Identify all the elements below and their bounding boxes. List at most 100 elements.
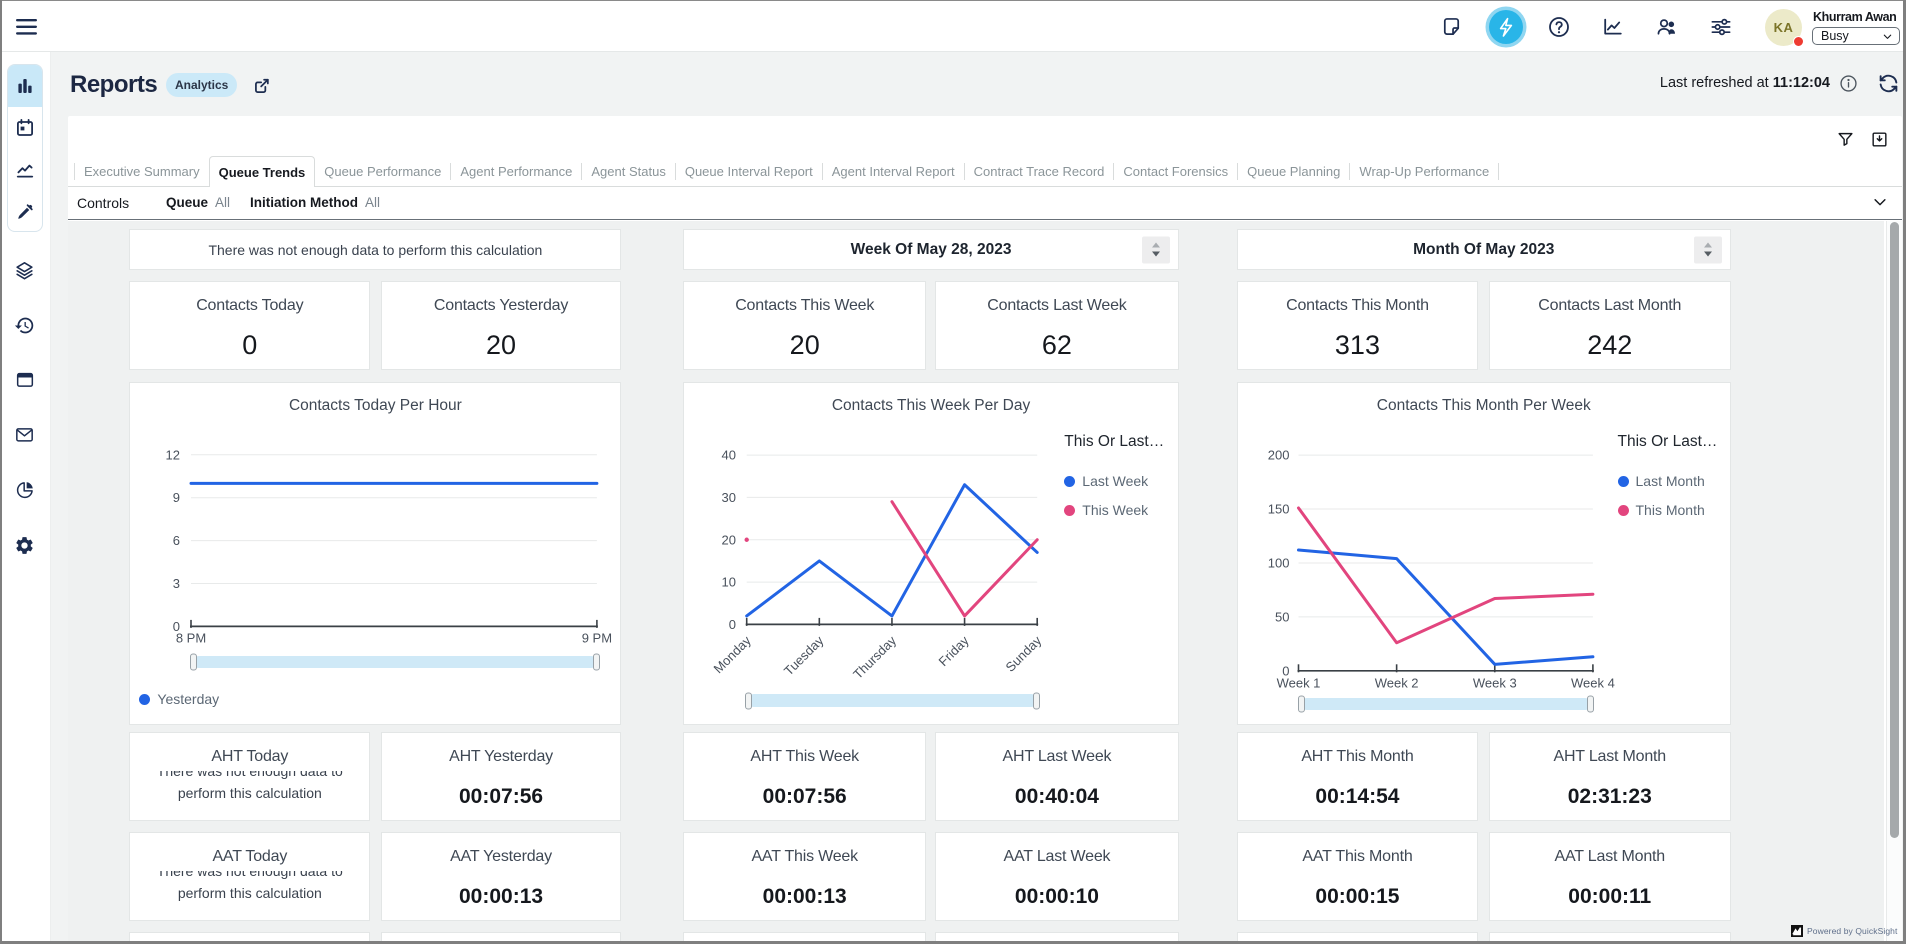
tab-label: Executive Summary <box>84 164 200 179</box>
panel-actions <box>1833 127 1892 152</box>
sidebar-item-flows[interactable] <box>7 250 43 290</box>
sidebar-item-design[interactable] <box>8 191 42 233</box>
tab-label: Contact Forensics <box>1123 164 1229 179</box>
svg-text:10: 10 <box>722 575 736 590</box>
kpi-value: 00:00:11 <box>1568 885 1652 908</box>
slider-handle-right[interactable] <box>1033 692 1041 710</box>
kpi-card-aat-today: AAT Today There was not enough data to p… <box>129 832 371 921</box>
tab-wrap-up-performance[interactable]: Wrap-Up Performance <box>1350 156 1498 187</box>
kpi-title: AHT Yesterday <box>449 748 553 765</box>
lightning-icon[interactable] <box>1485 6 1527 48</box>
sidebar-item-window[interactable] <box>7 360 43 400</box>
tab-queue-trends[interactable]: Queue Trends <box>208 156 316 187</box>
note-icon[interactable] <box>1439 15 1463 39</box>
legend-entry-last-week[interactable]: Last Week <box>1064 471 1148 491</box>
avatar-initials: KA <box>1773 20 1794 35</box>
stepper-down-icon <box>1151 251 1160 257</box>
legend-entry-this-week[interactable]: This Week <box>1064 500 1148 520</box>
legend-entry-this-month[interactable]: This Month <box>1617 500 1705 520</box>
tab-agent-status[interactable]: Agent Status <box>582 156 674 187</box>
filter-initiation-method-label: Initiation Method <box>250 195 358 210</box>
kpi-card-aht-this-week: AHT This Week 00:07:56 <box>683 732 927 821</box>
x-axis-range-slider[interactable] <box>744 692 1041 710</box>
filter-icon[interactable] <box>1833 127 1858 152</box>
sliders-icon[interactable] <box>1709 15 1733 39</box>
legend-title: This Or Last… <box>1617 433 1718 450</box>
info-icon[interactable] <box>1839 74 1858 93</box>
tab-queue-performance[interactable]: Queue Performance <box>315 156 450 187</box>
status-select[interactable]: Busy <box>1812 27 1900 45</box>
tab-label: Agent Interval Report <box>831 164 955 179</box>
sidebar-item-settings[interactable] <box>7 525 43 565</box>
svg-text:9 PM: 9 PM <box>582 630 612 645</box>
help-icon[interactable] <box>1547 15 1571 39</box>
tab-agent-performance[interactable]: Agent Performance <box>451 156 581 187</box>
dashboard-scrollbar[interactable] <box>1886 221 1902 942</box>
tab-executive-summary[interactable]: Executive Summary <box>75 156 209 187</box>
download-icon[interactable] <box>1867 127 1892 152</box>
legend-dot <box>1064 504 1076 516</box>
kpi-value: 00:14:54 <box>1315 785 1400 808</box>
month-stepper[interactable] <box>1694 236 1722 263</box>
kpi-card-contacts-this-week: Contacts This Week 20 <box>683 281 927 370</box>
tab-queue-interval-report[interactable]: Queue Interval Report <box>676 156 822 187</box>
sidebar-item-mail[interactable] <box>7 415 43 455</box>
sidebar-item-calendar[interactable] <box>8 107 42 149</box>
scrollbar-thumb[interactable] <box>1889 222 1899 838</box>
svg-text:50: 50 <box>1275 609 1289 624</box>
slider-handle-left[interactable] <box>1298 695 1306 713</box>
sidebar-item-metrics[interactable] <box>8 149 42 191</box>
kpi-value: 62 <box>1041 330 1072 360</box>
legend-entry-yesterday[interactable]: Yesterday <box>139 689 219 709</box>
metrics-icon[interactable] <box>1601 15 1625 39</box>
tab-separator <box>1349 163 1351 180</box>
refresh-cluster: Last refreshed at 11:12:04 <box>1600 74 1900 94</box>
kpi-value: 00:07:56 <box>459 785 544 808</box>
kpi-value: 0 <box>242 330 258 360</box>
slider-handle-right[interactable] <box>593 653 601 671</box>
kpi-card-aht-last-week: AHT Last Week 00:40:04 <box>935 732 1179 821</box>
tab-agent-interval-report[interactable]: Agent Interval Report <box>823 156 964 187</box>
tab-contract-trace-record[interactable]: Contract Trace Record <box>965 156 1114 187</box>
kpi-card-aat-this-week: AAT This Week 00:00:13 <box>683 832 927 921</box>
filter-queue[interactable]: Queue All <box>166 195 230 210</box>
slider-handle-right[interactable] <box>1586 695 1594 713</box>
legend-entry-last-month[interactable]: Last Month <box>1617 471 1705 491</box>
kpi-no-data-message: There was not enough data to perform thi… <box>140 871 359 914</box>
slider-handle-left[interactable] <box>190 653 198 671</box>
filter-initiation-method[interactable]: Initiation Method All <box>250 195 380 210</box>
insight-message: There was not enough data to perform thi… <box>208 241 543 258</box>
tab-separator <box>963 163 965 180</box>
calendar-icon <box>16 119 33 136</box>
slider-handle-left[interactable] <box>744 692 752 710</box>
tab-label: Queue Trends <box>218 164 306 180</box>
kpi-title: Contacts Today <box>196 297 304 314</box>
month-selector-card: Month Of May 2023 <box>1236 229 1731 270</box>
kpi-card-contacts-last-week: Contacts Last Week 62 <box>935 281 1179 370</box>
kpi-card-clipped <box>1236 932 1479 942</box>
sidebar-item-reports[interactable] <box>7 65 42 107</box>
legend-dot <box>139 693 151 705</box>
legend-label: This Month <box>1635 502 1705 518</box>
kpi-value: 20 <box>486 330 517 360</box>
controls-chevron-icon[interactable] <box>1871 193 1889 211</box>
sidebar-item-history[interactable] <box>7 305 43 345</box>
svg-text:0: 0 <box>173 619 180 634</box>
x-axis-range-slider[interactable] <box>1298 695 1594 713</box>
tab-separator <box>821 163 823 180</box>
svg-text:9: 9 <box>173 490 180 505</box>
svg-text:8 PM: 8 PM <box>176 630 206 645</box>
tab-queue-planning[interactable]: Queue Planning <box>1238 156 1349 187</box>
tab-contact-forensics[interactable]: Contact Forensics <box>1114 156 1237 187</box>
external-link-icon[interactable] <box>252 76 272 96</box>
kpi-value: 00:07:56 <box>762 785 847 808</box>
svg-text:200: 200 <box>1267 448 1289 463</box>
sidebar-item-pie[interactable] <box>7 470 43 510</box>
hamburger-menu-icon[interactable] <box>16 18 38 36</box>
kpi-card-contacts-today: Contacts Today 0 <box>129 281 371 370</box>
week-stepper[interactable] <box>1141 236 1170 263</box>
users-icon[interactable] <box>1655 15 1679 39</box>
x-axis-range-slider[interactable] <box>190 653 601 671</box>
refresh-icon[interactable] <box>1877 72 1900 95</box>
kpi-no-data-message: There was not enough data to perform thi… <box>140 771 359 814</box>
